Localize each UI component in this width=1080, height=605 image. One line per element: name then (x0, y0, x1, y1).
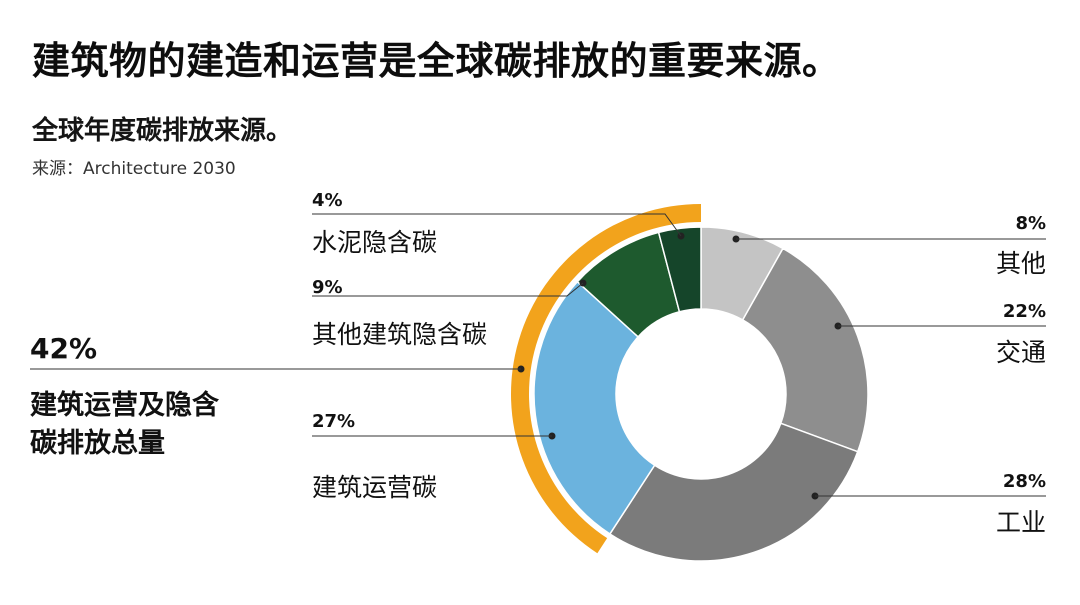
page-title: 建筑物的建造和运营是全球碳排放的重要来源。 (32, 39, 841, 83)
category-label-1: 交通 (996, 338, 1046, 367)
leader-line-5 (312, 213, 682, 237)
value-label-1: 22% (1003, 301, 1046, 322)
highlight-arc (511, 204, 701, 554)
category-label-4: 其他建筑隐含碳 (312, 320, 487, 349)
donut-slice-5 (657, 226, 702, 313)
donut-slice-2 (608, 422, 859, 562)
category-label-2: 工业 (996, 508, 1046, 537)
value-label-3: 27% (312, 411, 355, 432)
donut-slice-1 (741, 247, 869, 453)
value-label-5: 4% (312, 190, 343, 211)
chart-subtitle: 全球年度碳排放来源。 (32, 116, 293, 146)
value-label-4: 9% (312, 277, 343, 298)
source-note: 来源：Architecture 2030 (32, 159, 236, 179)
category-label-3: 建筑运营碳 (312, 473, 437, 502)
donut-slice-3 (533, 280, 656, 535)
highlight-label-line-1: 碳排放总量 (30, 427, 165, 459)
leader-line-4 (312, 282, 584, 297)
category-label-0: 其他 (996, 249, 1046, 278)
highlight-label-line-0: 建筑运营及隐含 (30, 389, 220, 421)
highlight-value-label: 42% (30, 332, 97, 365)
value-label-2: 28% (1003, 471, 1046, 492)
value-label-0: 8% (1015, 213, 1046, 234)
category-label-5: 水泥隐含碳 (312, 228, 437, 257)
